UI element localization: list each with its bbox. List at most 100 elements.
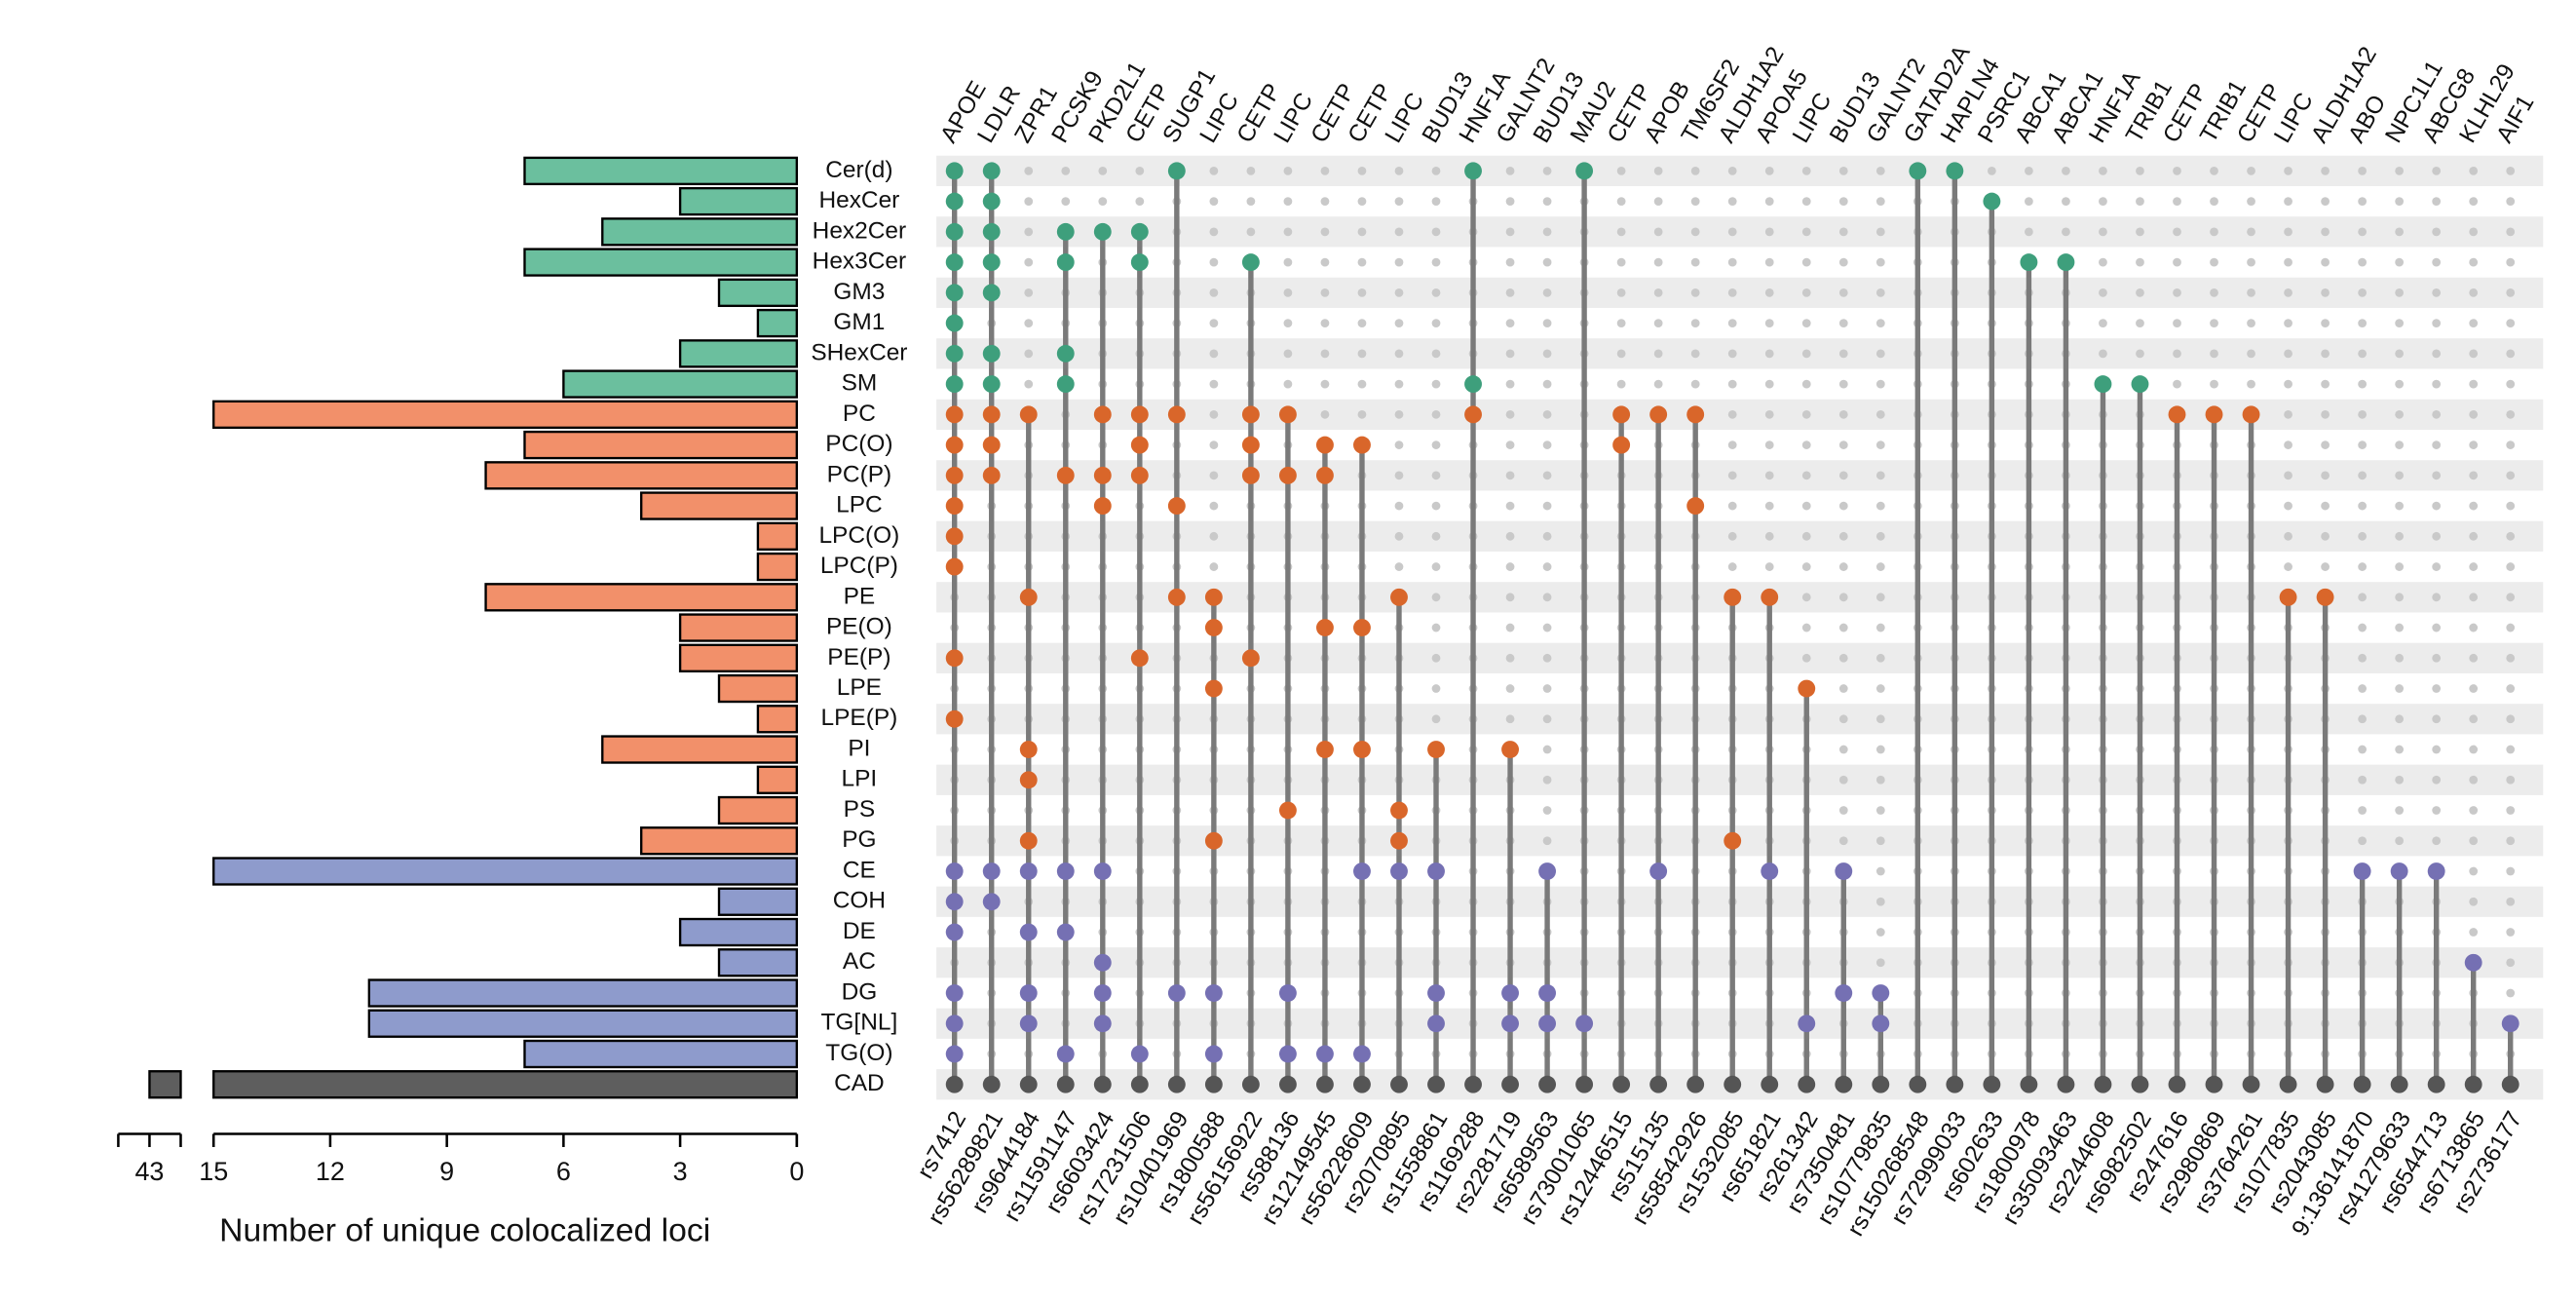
- member-dot: [1872, 1015, 1890, 1033]
- empty-dot: [2247, 257, 2255, 267]
- empty-dot: [1727, 166, 1737, 175]
- empty-dot: [2358, 806, 2368, 815]
- empty-dot: [1653, 197, 1663, 206]
- member-dot: [1501, 1075, 1519, 1093]
- member-dot: [1019, 831, 1038, 850]
- bar: [678, 339, 798, 368]
- x-tick-label: 3: [673, 1157, 688, 1186]
- empty-dot: [1801, 287, 1811, 297]
- empty-dot: [1098, 166, 1108, 175]
- member-dot: [1093, 984, 1112, 1002]
- member-dot: [1019, 771, 1038, 789]
- empty-dot: [1320, 379, 1330, 389]
- member-dot: [1835, 862, 1853, 880]
- member-dot: [1983, 192, 2001, 211]
- empty-dot: [1394, 349, 1404, 359]
- member-dot: [1390, 862, 1408, 880]
- empty-dot: [2506, 775, 2516, 785]
- x-tick-label: 0: [789, 1157, 804, 1186]
- empty-dot: [2025, 227, 2033, 237]
- empty-dot: [1875, 409, 1885, 419]
- empty-dot: [2358, 501, 2368, 511]
- member-dot: [1204, 588, 1223, 606]
- member-dot: [1872, 984, 1890, 1002]
- empty-dot: [1764, 379, 1774, 389]
- member-dot: [1019, 405, 1038, 424]
- empty-dot: [1801, 440, 1811, 449]
- x-tick-label: 6: [556, 1157, 571, 1186]
- member-dot: [945, 314, 964, 332]
- empty-dot: [1616, 227, 1626, 237]
- empty-dot: [2469, 197, 2479, 206]
- member-dot: [1390, 588, 1408, 606]
- empty-dot: [2284, 166, 2292, 175]
- empty-dot: [2321, 440, 2330, 449]
- empty-dot: [1209, 409, 1219, 419]
- bar: [562, 369, 798, 399]
- member-dot: [982, 284, 1001, 302]
- empty-dot: [2284, 562, 2292, 571]
- empty-dot: [2506, 501, 2516, 511]
- empty-dot: [2136, 197, 2144, 206]
- empty-dot: [1431, 684, 1441, 693]
- empty-dot: [1431, 593, 1441, 602]
- row-label: LPE(P): [821, 705, 898, 731]
- bar: [717, 795, 798, 825]
- member-dot: [1130, 466, 1149, 484]
- empty-dot: [2395, 775, 2405, 785]
- row-band: [936, 886, 2544, 917]
- member-dot: [1316, 619, 1334, 636]
- member-dot: [1056, 253, 1075, 272]
- empty-dot: [2469, 409, 2479, 419]
- empty-dot: [1838, 287, 1848, 297]
- empty-dot: [1542, 562, 1552, 571]
- empty-dot: [2358, 562, 2368, 571]
- empty-dot: [2506, 379, 2516, 389]
- member-dot: [2279, 1075, 2297, 1093]
- empty-dot: [1727, 531, 1737, 541]
- empty-dot: [1875, 593, 1885, 602]
- member-dot: [1353, 436, 1371, 454]
- empty-dot: [1209, 379, 1219, 389]
- empty-dot: [1135, 166, 1145, 175]
- member-dot: [982, 436, 1001, 454]
- member-dot: [1204, 831, 1223, 850]
- member-dot: [1724, 588, 1742, 606]
- empty-dot: [1875, 775, 1885, 785]
- member-dot: [1278, 801, 1297, 820]
- empty-dot: [2506, 623, 2516, 632]
- member-dot: [1167, 588, 1186, 606]
- bar: [756, 765, 798, 794]
- empty-dot: [1320, 257, 1330, 267]
- empty-dot: [1394, 562, 1404, 571]
- empty-dot: [1727, 409, 1737, 419]
- member-dot: [1538, 984, 1557, 1002]
- empty-dot: [2506, 531, 2516, 541]
- empty-dot: [1542, 775, 1552, 785]
- empty-dot: [2506, 349, 2516, 359]
- empty-dot: [1542, 806, 1552, 815]
- member-dot: [2168, 1075, 2186, 1093]
- member-dot: [1056, 923, 1075, 941]
- empty-dot: [1246, 227, 1256, 237]
- empty-dot: [1727, 197, 1737, 206]
- empty-dot: [2358, 257, 2368, 267]
- empty-dot: [1653, 379, 1663, 389]
- member-dot: [1686, 1075, 1705, 1093]
- empty-dot: [2210, 166, 2218, 175]
- empty-dot: [1875, 257, 1885, 267]
- bar: [678, 917, 798, 947]
- empty-dot: [2284, 197, 2292, 206]
- member-dot: [1019, 923, 1038, 941]
- empty-dot: [1838, 257, 1848, 267]
- member-dot: [2353, 862, 2371, 880]
- member-dot: [1464, 1075, 1482, 1093]
- empty-dot: [1209, 287, 1219, 297]
- row-label: GM1: [833, 309, 885, 335]
- empty-dot: [2506, 714, 2516, 724]
- bar: [212, 400, 798, 430]
- bar: [367, 1009, 798, 1038]
- row-label: AC: [843, 948, 876, 975]
- member-dot: [1241, 1075, 1260, 1093]
- row-band: [936, 399, 2544, 430]
